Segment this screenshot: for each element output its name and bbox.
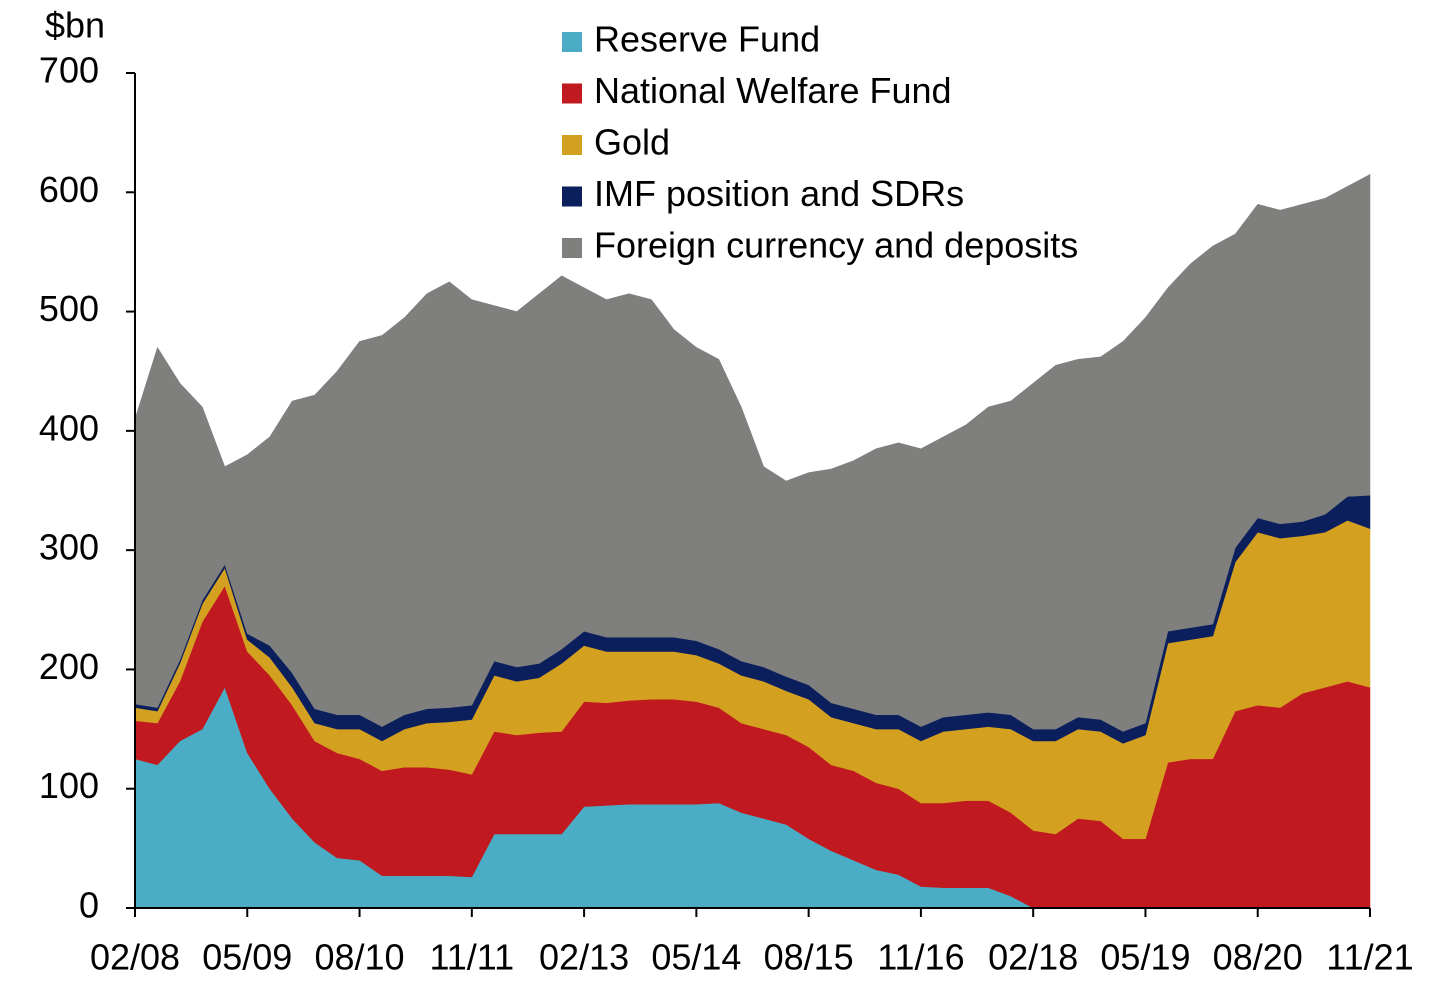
x-tick-label: 05/14 — [651, 937, 741, 978]
y-tick-label: 300 — [39, 527, 99, 568]
x-tick-label: 11/11 — [429, 937, 514, 978]
y-tick-label: 700 — [39, 50, 99, 91]
legend-label: Foreign currency and deposits — [594, 225, 1078, 266]
y-tick-label: 600 — [39, 169, 99, 210]
legend-label: National Welfare Fund — [594, 70, 952, 111]
y-tick-label: 0 — [79, 885, 99, 926]
x-tick-label: 08/10 — [314, 937, 404, 978]
y-tick-label: 500 — [39, 288, 99, 329]
legend-label: Gold — [594, 122, 670, 163]
x-tick-label: 02/13 — [539, 937, 629, 978]
legend-swatch — [562, 135, 582, 155]
x-tick-label: 02/18 — [988, 937, 1078, 978]
x-tick-label: 02/08 — [90, 937, 180, 978]
y-tick-label: 100 — [39, 765, 99, 806]
legend-swatch — [562, 32, 582, 52]
area — [134, 173, 1371, 732]
x-tick-label: 05/09 — [202, 937, 292, 978]
y-axis-label: $bn — [45, 5, 105, 46]
x-tick-label: 11/16 — [877, 937, 964, 978]
x-tick-label: 08/20 — [1213, 937, 1303, 978]
x-tick-label: 11/21 — [1326, 937, 1413, 978]
x-tick-label: 08/15 — [764, 937, 854, 978]
y-tick-label: 400 — [39, 407, 99, 448]
legend-label: IMF position and SDRs — [594, 173, 964, 214]
y-tick-label: 200 — [39, 646, 99, 687]
legend-swatch — [562, 238, 582, 258]
legend-swatch — [562, 186, 582, 207]
x-tick-label: 05/19 — [1100, 937, 1190, 978]
legend-swatch — [562, 83, 582, 104]
legend-label: Reserve Fund — [594, 19, 820, 60]
